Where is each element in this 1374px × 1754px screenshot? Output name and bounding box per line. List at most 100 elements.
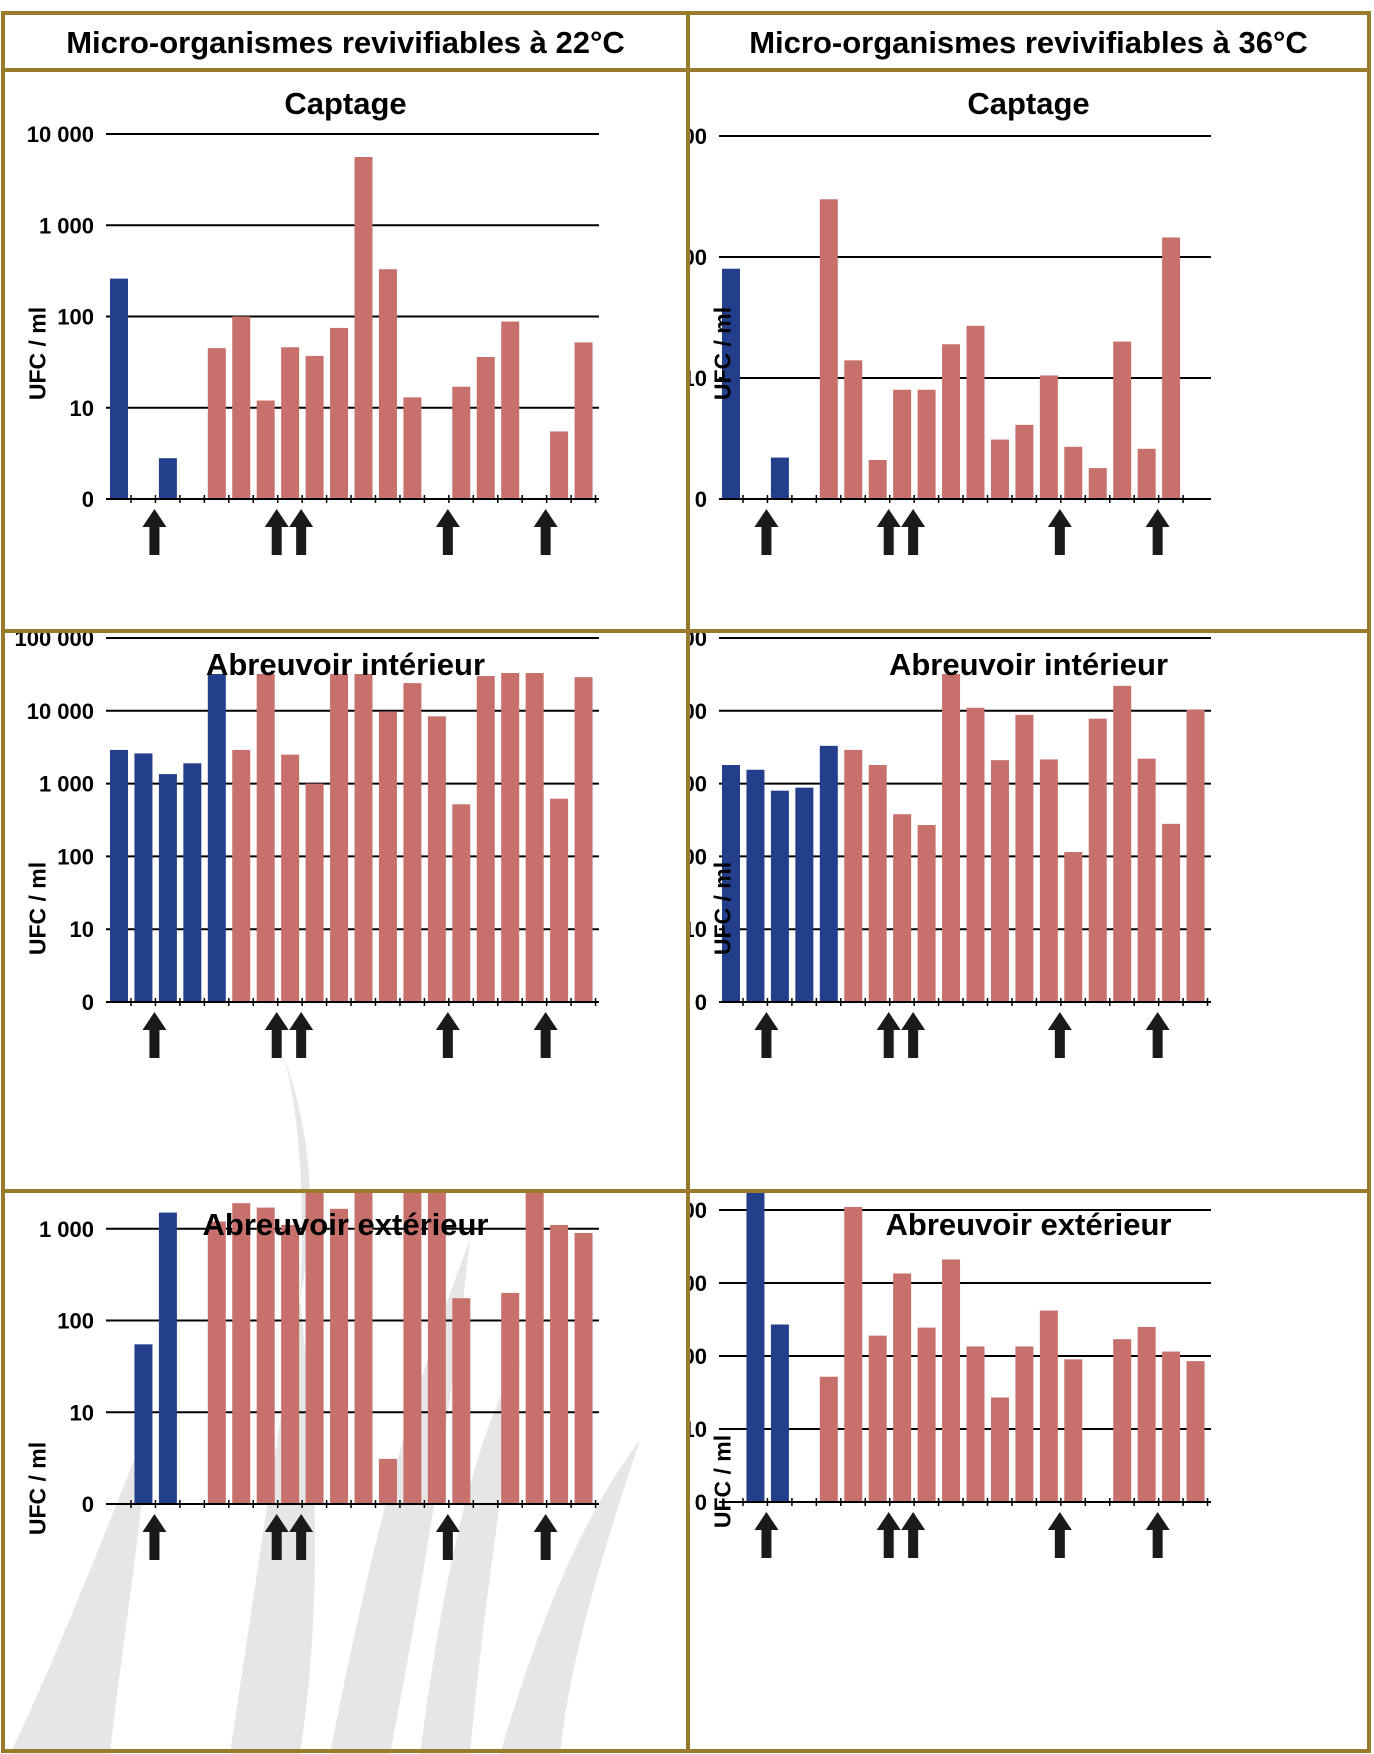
bar [893, 390, 911, 499]
bar [526, 673, 544, 1002]
arrow-up-icon [436, 1514, 460, 1560]
bar [355, 157, 373, 499]
bar [403, 397, 421, 499]
bar [208, 348, 226, 499]
arrow-up-icon [1048, 1012, 1072, 1058]
bar [257, 1208, 275, 1504]
y-tick-label: 10 [690, 366, 707, 391]
y-tick-label: 10 000 [27, 122, 94, 147]
y-tick-label: 100 [57, 844, 94, 869]
y-tick-label: 10 [690, 1417, 707, 1442]
bar [1040, 759, 1058, 1002]
bar [771, 791, 789, 1002]
bar [134, 753, 152, 1002]
bar [1015, 425, 1033, 499]
panel-title: Abreuvoir intérieur [5, 647, 686, 683]
arrow-up-icon [1146, 1012, 1170, 1058]
arrow-up-icon [436, 509, 460, 555]
bar [1138, 449, 1156, 499]
bar [477, 676, 495, 1002]
y-tick-label: 10 000 [27, 699, 94, 724]
arrow-up-icon [289, 1012, 313, 1058]
bar [379, 269, 397, 499]
bar [379, 1459, 397, 1504]
y-tick-label: 0 [695, 990, 707, 1015]
bar [967, 1346, 985, 1502]
panel-abreuvoir-interieur-36c: Abreuvoir intérieur UFC / ml 0 10 100 1 000… [690, 633, 1367, 1189]
arrow-up-icon [877, 1512, 901, 1558]
bar [1015, 715, 1033, 1002]
bar [1138, 1327, 1156, 1502]
bar [1089, 719, 1107, 1002]
arrow-up-icon [289, 509, 313, 555]
bar [893, 814, 911, 1002]
y-tick-label: 1 000 [690, 772, 707, 797]
bar [1138, 759, 1156, 1002]
y-axis-label: UFC / ml [710, 854, 737, 964]
bar [1040, 375, 1058, 499]
column-header-22c: Micro-organismes revivifiables à 22°C [5, 14, 686, 72]
bar [550, 431, 568, 499]
bar [330, 328, 348, 499]
arrow-up-icon [265, 509, 289, 555]
bar [159, 1213, 177, 1504]
bar [281, 1225, 299, 1504]
bar [257, 401, 275, 499]
bar [355, 674, 373, 1002]
y-axis-label: UFC / ml [710, 299, 737, 409]
bar [918, 390, 936, 499]
bar-chart: 0101001 000 [690, 72, 1367, 629]
arrow-up-icon [754, 509, 778, 555]
bar [844, 750, 862, 1002]
panel-title: Abreuvoir extérieur [5, 1207, 686, 1243]
arrow-up-icon [1146, 1512, 1170, 1558]
arrow-up-icon [534, 1012, 558, 1058]
bar [1040, 1311, 1058, 1502]
bar [501, 322, 519, 499]
arrow-up-icon [754, 1512, 778, 1558]
bar [1064, 852, 1082, 1002]
bar [379, 711, 397, 1002]
bar [1089, 468, 1107, 499]
y-tick-label: 10 [70, 917, 94, 942]
bar [918, 1328, 936, 1502]
bar [1113, 1339, 1131, 1502]
y-tick-label: 100 [690, 844, 707, 869]
y-axis-label: UFC / ml [710, 1427, 737, 1537]
bar [844, 1207, 862, 1502]
panel-title: Abreuvoir extérieur [690, 1207, 1367, 1243]
bar [942, 1259, 960, 1502]
bar [281, 347, 299, 499]
y-tick-label: 10 [70, 1400, 94, 1425]
bar [306, 784, 324, 1002]
bar [575, 1233, 593, 1504]
bar [501, 1293, 519, 1504]
y-tick-label: 1 000 [690, 124, 707, 149]
bar [575, 342, 593, 499]
y-tick-label: 10 [690, 917, 707, 942]
bar [869, 1336, 887, 1502]
arrow-up-icon [1146, 509, 1170, 555]
arrow-up-icon [142, 1514, 166, 1560]
y-tick-label: 0 [82, 487, 94, 512]
bar [159, 458, 177, 499]
y-tick-label: 100 [57, 1309, 94, 1334]
y-tick-label: 100 [690, 245, 707, 270]
bar-chart: 0 10 100 1 000 10 000 [5, 1193, 686, 1749]
y-axis-label: UFC / ml [25, 1434, 52, 1544]
panel-title: Captage [5, 86, 686, 122]
bar [452, 804, 470, 1002]
bar [134, 1344, 152, 1504]
bar [893, 1273, 911, 1502]
bar [403, 683, 421, 1002]
bar [1064, 1359, 1082, 1502]
arrow-up-icon [901, 1012, 925, 1058]
bar [820, 1377, 838, 1502]
bar [1113, 686, 1131, 1002]
bar [844, 360, 862, 499]
bar [869, 765, 887, 1002]
bar [967, 326, 985, 499]
arrow-up-icon [142, 1012, 166, 1058]
bar [257, 674, 275, 1002]
y-tick-label: 100 [57, 305, 94, 330]
